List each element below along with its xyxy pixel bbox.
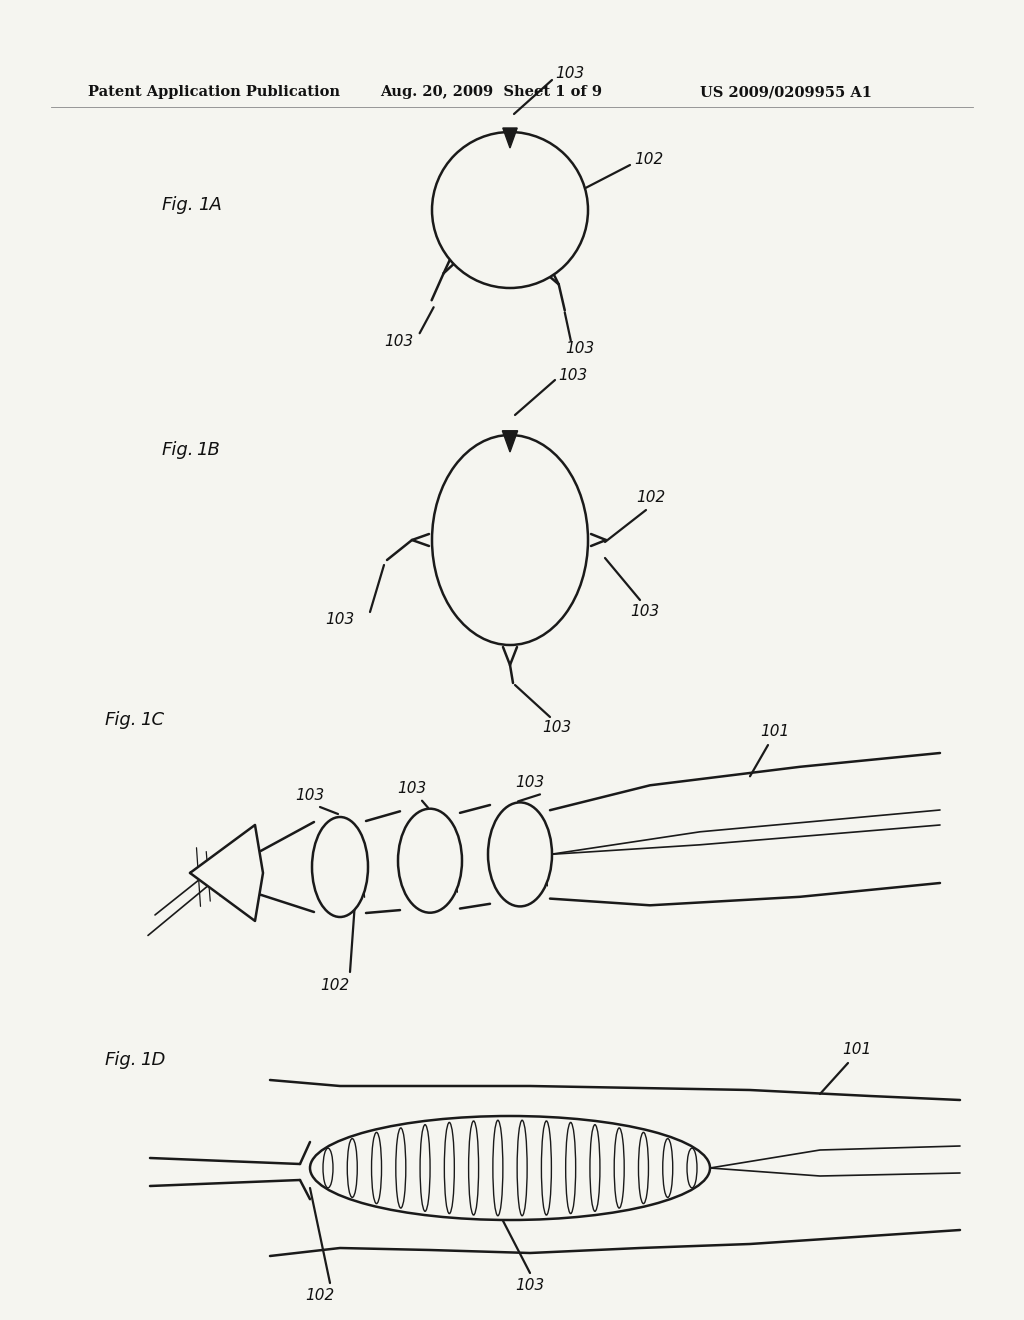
Text: 1C: 1C — [140, 711, 164, 729]
Polygon shape — [503, 128, 517, 148]
Ellipse shape — [310, 1115, 710, 1220]
Text: 101: 101 — [842, 1043, 871, 1057]
Text: 102: 102 — [319, 978, 349, 993]
Text: 103: 103 — [542, 719, 571, 734]
Text: 103: 103 — [515, 775, 544, 789]
Text: Aug. 20, 2009  Sheet 1 of 9: Aug. 20, 2009 Sheet 1 of 9 — [380, 84, 602, 99]
Ellipse shape — [432, 436, 588, 645]
Polygon shape — [503, 430, 518, 451]
Text: 102: 102 — [634, 153, 664, 168]
Text: 1B: 1B — [196, 441, 220, 459]
Ellipse shape — [432, 132, 588, 288]
Text: 103: 103 — [558, 367, 587, 383]
Polygon shape — [190, 825, 263, 921]
Text: 102: 102 — [636, 491, 666, 506]
Text: Fig.: Fig. — [162, 195, 195, 214]
Text: 1D: 1D — [140, 1051, 165, 1069]
Text: 103: 103 — [397, 781, 426, 796]
Text: Fig.: Fig. — [162, 441, 195, 459]
Text: Patent Application Publication: Patent Application Publication — [88, 84, 340, 99]
Text: 103: 103 — [325, 612, 354, 627]
Text: 103: 103 — [555, 66, 585, 82]
Text: 102: 102 — [305, 1288, 334, 1304]
Ellipse shape — [398, 809, 462, 912]
Text: 103: 103 — [630, 605, 659, 619]
Text: 103: 103 — [295, 788, 325, 803]
Text: US 2009/0209955 A1: US 2009/0209955 A1 — [700, 84, 872, 99]
Text: 103: 103 — [515, 1279, 544, 1294]
Ellipse shape — [312, 817, 368, 917]
Text: 103: 103 — [384, 334, 414, 348]
Text: 101: 101 — [760, 725, 790, 739]
Text: Fig.: Fig. — [105, 1051, 137, 1069]
Text: Fig.: Fig. — [105, 711, 137, 729]
Text: 103: 103 — [565, 341, 594, 356]
Ellipse shape — [488, 803, 552, 907]
Text: 1A: 1A — [198, 195, 222, 214]
